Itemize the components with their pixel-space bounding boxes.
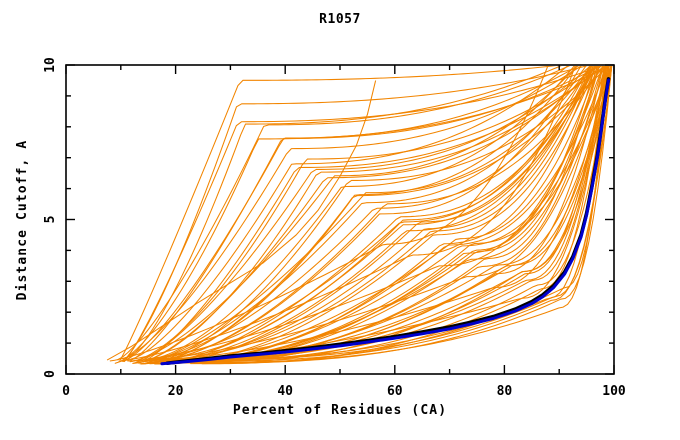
prediction-curve (149, 66, 597, 365)
prediction-curve (150, 66, 604, 363)
prediction-curve (139, 66, 592, 365)
y-axis-label: Distance Cutoff, A (15, 140, 30, 301)
prediction-curve (118, 66, 576, 362)
prediction-curve (144, 66, 575, 361)
prediction-curve (129, 66, 599, 363)
x-tick-label: 60 (387, 384, 403, 399)
prediction-curve (109, 66, 549, 362)
prediction-curve (158, 66, 582, 361)
x-axis-label: Percent of Residues (CA) (233, 403, 447, 418)
axis-tick-labels: 0 20 40 60 80 100 0 5 10 (43, 57, 626, 399)
prediction-curve (130, 66, 578, 362)
prediction-curve (117, 66, 571, 361)
prediction-curve (189, 66, 607, 361)
prediction-curve (122, 66, 582, 360)
prediction-curves-orange (106, 66, 613, 365)
prediction-curve (160, 66, 594, 360)
prediction-curve (123, 66, 603, 363)
x-tick-label: 100 (602, 384, 626, 399)
prediction-curve (121, 66, 589, 363)
prediction-curve (130, 66, 569, 360)
reference-curves (160, 77, 611, 366)
prediction-curve (149, 66, 591, 360)
prediction-curve (144, 66, 609, 362)
prediction-curve (127, 66, 604, 362)
prediction-curve (181, 66, 604, 362)
prediction-curve (152, 66, 594, 360)
prediction-curve (136, 66, 609, 362)
axis-ticks (65, 64, 615, 375)
prediction-curve (130, 66, 580, 361)
prediction-curve (206, 66, 609, 363)
y-tick-label: 5 (43, 216, 58, 224)
x-tick-label: 40 (277, 384, 293, 399)
prediction-curve (145, 66, 609, 364)
prediction-curve (184, 66, 612, 360)
reference-curve-blue-reference (160, 78, 611, 366)
prediction-curve-outlier (106, 80, 377, 361)
prediction-curve (186, 66, 607, 360)
x-tick-label: 20 (168, 384, 184, 399)
prediction-curve (122, 66, 562, 362)
prediction-curve (140, 66, 578, 365)
prediction-curve (145, 66, 587, 362)
prediction-curve (158, 66, 593, 361)
y-tick-label: 0 (43, 370, 58, 378)
y-tick-label: 10 (43, 57, 58, 73)
prediction-curve (191, 66, 613, 362)
x-tick-label: 0 (62, 384, 70, 399)
prediction-curve (124, 66, 601, 361)
page-title: R1057 (319, 12, 361, 27)
prediction-curve (119, 66, 557, 361)
x-tick-label: 80 (497, 384, 513, 399)
